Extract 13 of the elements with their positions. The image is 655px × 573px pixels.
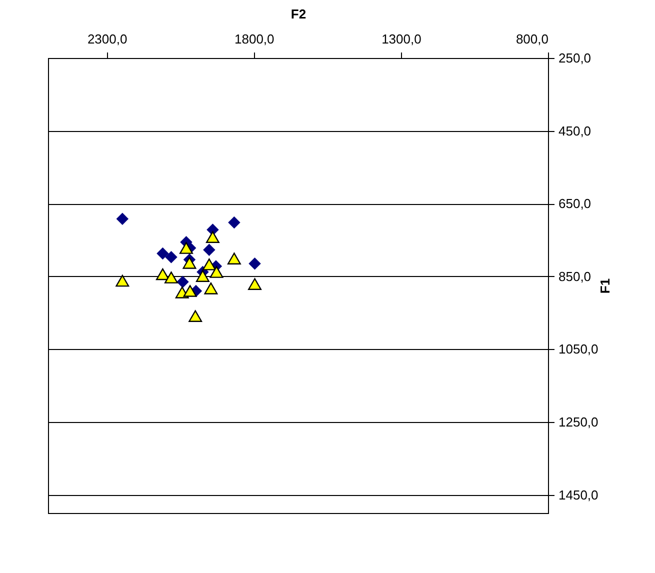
y-tick-label: 1450,0 xyxy=(558,487,598,502)
y-tick-label: 450,0 xyxy=(558,123,592,138)
x-tick-label: 800,0 xyxy=(516,32,548,46)
x-tick-label: 2300,0 xyxy=(87,32,128,46)
y-tick-label: 850,0 xyxy=(558,268,592,284)
x-tick-label: 1300,0 xyxy=(382,32,422,46)
y-tick-label: 250,0 xyxy=(558,50,592,66)
y-tick-label: 1250,0 xyxy=(558,414,598,430)
y-tick-label: 650,0 xyxy=(558,196,592,212)
x-axis-title: F2 xyxy=(290,6,306,22)
y-tick-label: 1050,0 xyxy=(558,342,598,357)
x-tick-label: 1800,0 xyxy=(234,32,274,46)
y-axis-title: F1 xyxy=(597,278,612,294)
